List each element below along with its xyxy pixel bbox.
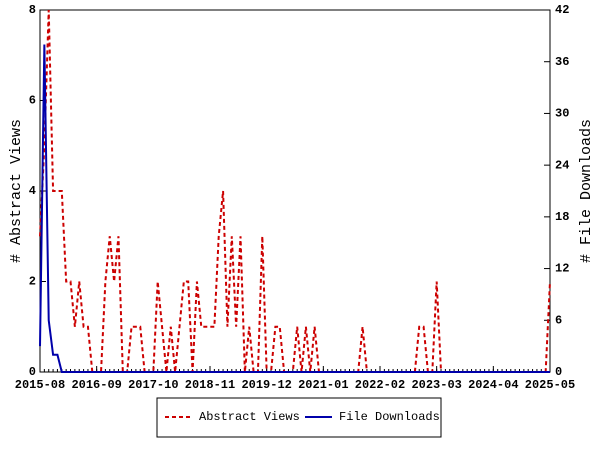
plot-frame [39, 9, 551, 373]
x-tick-label: 2021-01 [298, 378, 348, 392]
x-tick-label: 2016-09 [71, 378, 121, 392]
series-line [39, 9, 551, 373]
y2-tick-label: 30 [555, 107, 569, 121]
y-tick-label: 8 [29, 3, 36, 17]
y2-tick-label: 24 [555, 158, 569, 172]
y-tick-label: 2 [29, 275, 36, 289]
legend-label: File Downloads [339, 410, 440, 424]
x-tick-label: 2018-11 [185, 378, 235, 392]
y-axis-title: # Abstract Views [8, 119, 25, 263]
y2-tick-label: 42 [555, 3, 569, 17]
x-tick-label: 2024-04 [468, 378, 518, 392]
y-tick-label: 0 [29, 365, 36, 379]
series-line [39, 44, 550, 373]
x-tick-label: 2017-10 [128, 378, 178, 392]
x-tick-label: 2023-03 [411, 378, 461, 392]
y-tick-label: 6 [29, 94, 36, 108]
y-tick-label: 4 [29, 184, 36, 198]
y2-tick-label: 12 [555, 262, 569, 276]
legend-label: Abstract Views [199, 410, 300, 424]
x-tick-label: 2015-08 [15, 378, 65, 392]
x-tick-label: 2025-05 [525, 378, 575, 392]
y2-tick-label: 6 [555, 313, 562, 327]
x-tick-label: 2019-12 [241, 378, 291, 392]
y2-tick-label: 36 [555, 55, 569, 69]
legend-box [156, 397, 442, 438]
x-tick-label: 2022-02 [355, 378, 405, 392]
y2-tick-label: 0 [555, 365, 562, 379]
y2-tick-label: 18 [555, 210, 569, 224]
y2-axis-title: # File Downloads [578, 119, 595, 263]
